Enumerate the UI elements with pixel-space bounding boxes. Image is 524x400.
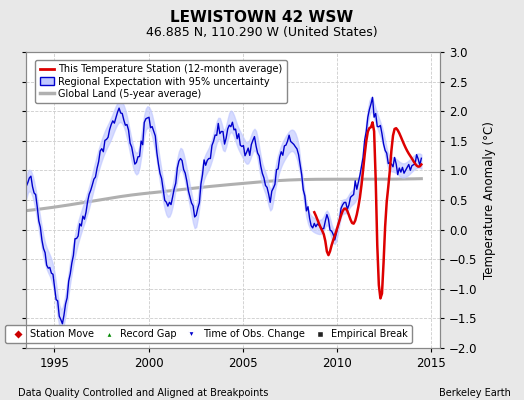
Text: Data Quality Controlled and Aligned at Breakpoints: Data Quality Controlled and Aligned at B… bbox=[18, 388, 269, 398]
Text: 46.885 N, 110.290 W (United States): 46.885 N, 110.290 W (United States) bbox=[146, 26, 378, 39]
Text: Berkeley Earth: Berkeley Earth bbox=[439, 388, 511, 398]
Y-axis label: Temperature Anomaly (°C): Temperature Anomaly (°C) bbox=[483, 121, 496, 279]
Text: LEWISTOWN 42 WSW: LEWISTOWN 42 WSW bbox=[170, 10, 354, 25]
Legend: Station Move, Record Gap, Time of Obs. Change, Empirical Break: Station Move, Record Gap, Time of Obs. C… bbox=[5, 325, 412, 343]
